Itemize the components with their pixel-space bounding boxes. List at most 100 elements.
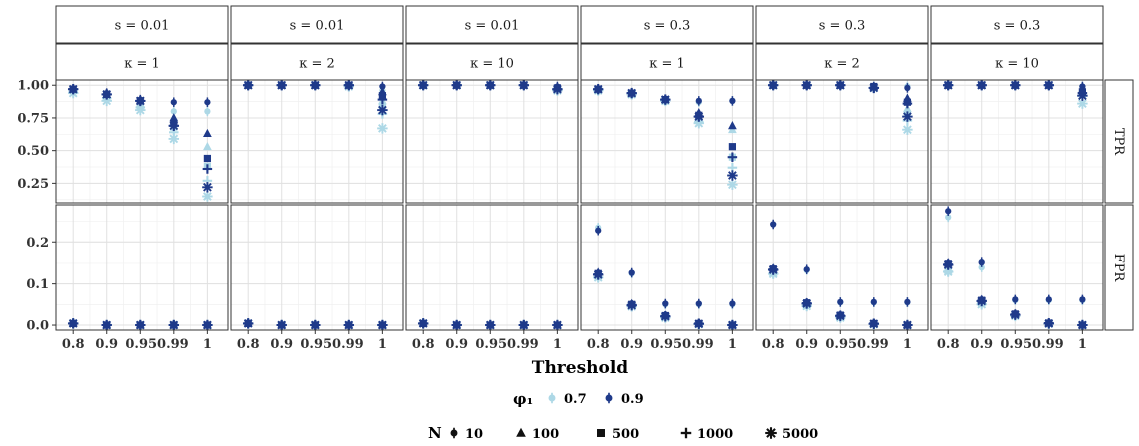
panel-border [55,79,229,204]
data-point [312,320,319,330]
x-tick-label: 1 [903,337,912,352]
data-point [202,191,213,202]
panel-background [405,79,579,204]
panel-border [230,204,404,331]
data-point [977,294,987,303]
data-point [903,98,912,106]
legend-N: N 10 100 500 1000 5000 [428,424,818,442]
data-point [170,97,177,107]
data-point [487,320,494,330]
data-point [837,80,844,90]
panel-border [930,204,1104,331]
data-point [1045,80,1052,90]
data-point [978,257,985,267]
data-point [978,80,985,90]
panel-background [580,204,754,331]
strip-row-label: TPR [1111,128,1126,156]
panel [755,79,929,204]
data-point [103,320,110,330]
data-point [420,318,427,328]
data-point [420,80,427,90]
panel [405,79,579,204]
x-tick-label: 0.8 [62,337,85,352]
x-tick-label: 0.9 [95,337,118,352]
data-point [487,80,494,90]
data-point [627,298,637,307]
x-tick-label: 0.8 [587,337,610,352]
data-point [345,320,352,330]
data-point [278,80,285,90]
panel-background [755,204,929,331]
data-point [803,264,810,274]
x-tick-label: 0.950.99 [475,337,538,352]
panel [55,204,229,331]
y-tick-label: 1.00 [17,79,49,94]
strip-kappa-box [930,43,1104,82]
x-axis-title: Threshold [532,358,629,378]
x-tick-label: 0.950.99 [1000,337,1063,352]
y-tick-label: 0.0 [26,319,49,334]
data-point [170,119,178,127]
strip-s-box [580,5,754,44]
data-point [345,80,352,90]
data-point [1012,80,1019,90]
x-tick-label: 0.950.99 [825,337,888,352]
strip-kappa-label: κ = 2 [299,57,335,72]
data-point [660,310,670,319]
x-tick-label: 0.950.99 [300,337,363,352]
x-tick-label: 0.8 [762,337,785,352]
strip-s-label: s = 0.01 [465,19,520,34]
x-tick-label: 0.8 [412,337,435,352]
strip-kappa-label: κ = 1 [124,57,160,72]
strip-kappa-label: κ = 10 [470,57,514,72]
x-tick-label: 0.950.99 [125,337,188,352]
panel [405,204,579,331]
strip-row-box [1104,204,1134,331]
data-point [802,297,812,306]
data-point [103,88,110,98]
panel-border [580,79,754,204]
strip-s-label: s = 0.01 [115,19,170,34]
data-point [1044,317,1054,326]
strip-row-box [1104,79,1134,204]
data-point [554,320,561,330]
panel-border [755,204,929,331]
panel [580,79,754,204]
data-point [595,84,602,94]
panel-background [230,79,404,204]
y-tick-label: 0.2 [26,236,49,251]
data-point [770,80,777,90]
legend-N-key [765,427,777,439]
strip-kappa-label: κ = 2 [824,57,860,72]
data-point [902,124,913,135]
data-point [628,267,635,278]
legend-N-label: 100 [532,427,559,442]
panel-background [755,79,929,204]
legend-N-label: 500 [612,427,639,442]
strip-s-label: s = 0.3 [644,19,691,34]
legend-phi-label: 0.9 [621,392,644,407]
panel [755,204,929,331]
data-point [202,164,213,174]
legend-phi-title: φ₁ [513,390,533,408]
panel-background [405,204,579,331]
data-point [203,141,212,151]
data-point [904,83,911,93]
legend-N-label: 1000 [697,427,733,442]
data-point [379,320,386,330]
data-point [662,298,669,309]
strip-kappa-label: κ = 1 [649,57,685,72]
data-point [520,80,527,90]
y-tick-label: 0.75 [17,111,49,126]
panel-background [930,79,1104,204]
x-tick-label: 1 [203,337,212,352]
strip-s-label: s = 0.01 [290,19,345,34]
y-tick-label: 0.50 [17,144,49,159]
data-point [870,81,877,92]
data-point [453,80,460,90]
data-point [378,92,387,100]
legend-phi-label: 0.7 [564,392,587,407]
data-point [728,319,737,329]
strip-kappa-box [755,43,929,82]
data-point [70,318,77,328]
